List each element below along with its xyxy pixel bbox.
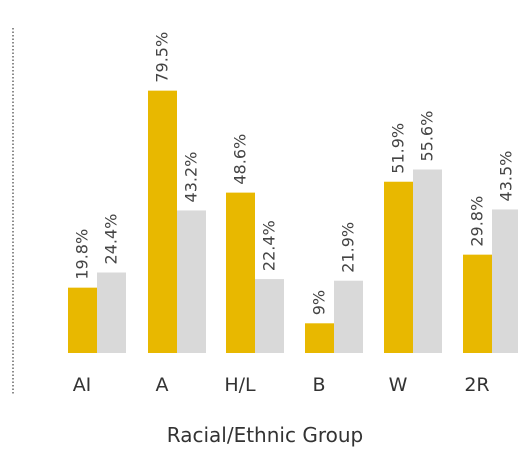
data-label-a-series-1: 79.5%: [153, 32, 172, 83]
x-tick-label-b: B: [312, 374, 325, 396]
x-tick-label-hl: H/L: [224, 374, 256, 396]
x-axis-title: Racial/Ethnic Group: [167, 423, 363, 447]
data-label-w-series-2: 55.6%: [418, 111, 437, 162]
bar-hl-series-1: [226, 192, 255, 353]
x-tick-label-a: A: [156, 374, 169, 396]
data-labels-layer: 19.8% 24.4% 79.5% 43.2% 48.6% 22.4% 9% 21.9% 51.…: [73, 32, 516, 315]
data-label-b-series-1: 9%: [310, 290, 329, 315]
x-tick-label-w: W: [389, 374, 408, 396]
data-label-a-series-2: 43.2%: [182, 152, 201, 203]
data-label-b-series-2: 21.9%: [339, 222, 358, 273]
bar-w-series-2: [413, 169, 442, 353]
bar-a-series-1: [148, 90, 177, 354]
bar-b-series-2: [334, 280, 363, 353]
bar-2r-series-1: [463, 254, 492, 353]
data-label-2r-series-1: 29.8%: [468, 196, 487, 247]
bar-w-series-1: [384, 181, 413, 353]
bar-a-series-2: [177, 210, 206, 353]
bar-hl-series-2: [255, 279, 284, 353]
data-label-hl-series-2: 22.4%: [260, 220, 279, 271]
x-tick-label-2r: 2R: [464, 374, 489, 396]
data-label-hl-series-1: 48.6%: [231, 134, 250, 185]
bar-b-series-1: [305, 323, 334, 353]
bar-ai-series-1: [68, 287, 97, 353]
data-label-2r-series-2: 43.5%: [497, 151, 516, 202]
bars-layer: [68, 90, 518, 354]
data-label-ai-series-2: 24.4%: [102, 214, 121, 265]
data-label-w-series-1: 51.9%: [389, 123, 408, 174]
x-tick-label-ai: AI: [73, 374, 92, 396]
bar-ai-series-2: [97, 272, 126, 353]
bar-2r-series-2: [492, 209, 518, 353]
x-tick-labels-layer: AI A H/L B W 2R: [73, 374, 490, 396]
data-label-ai-series-1: 19.8%: [73, 229, 92, 280]
